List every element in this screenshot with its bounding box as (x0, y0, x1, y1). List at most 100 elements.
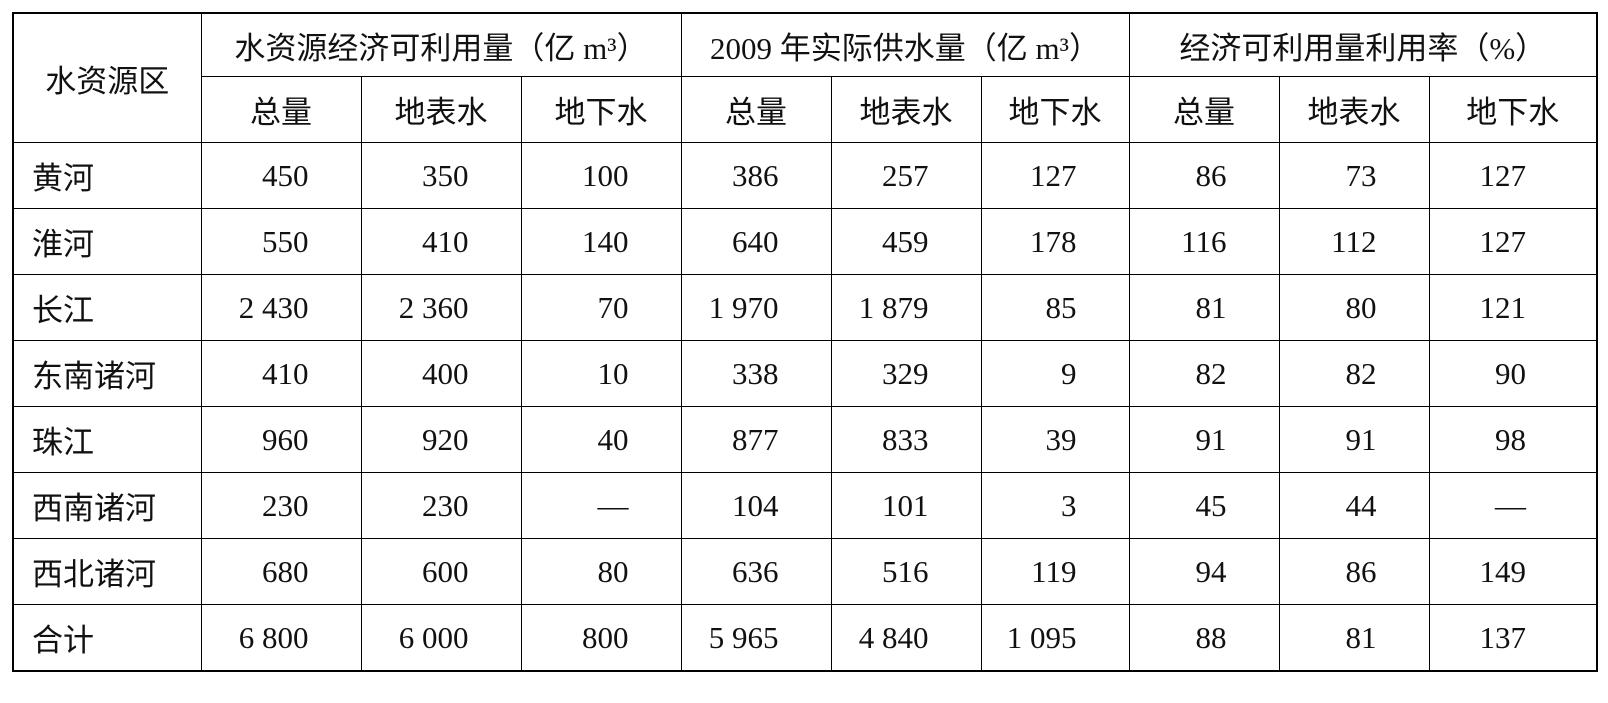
value-cell: 877 (680, 406, 832, 473)
value-cell: 5 965 (680, 604, 832, 672)
value-cell: 636 (680, 538, 832, 605)
value-cell: 450 (200, 142, 362, 209)
value-cell: 2 360 (360, 274, 522, 341)
table-row: 淮河 550 410 140 640 459 178 116 112 127 (12, 208, 1598, 275)
value-cell: 338 (680, 340, 832, 407)
value-cell: 600 (360, 538, 522, 605)
sub-header: 地表水 (1278, 76, 1430, 143)
value-cell: — (1428, 472, 1598, 539)
group-header: 水资源经济可利用量（亿 m³） (200, 12, 682, 77)
table-row: 珠江 960 920 40 877 833 39 91 91 98 (12, 406, 1598, 473)
region-name: 东南诸河 (12, 340, 202, 407)
corner-header: 水资源区 (12, 12, 202, 143)
value-cell: 386 (680, 142, 832, 209)
data-table: 水资源区 水资源经济可利用量（亿 m³） 2009 年实际供水量（亿 m³） 经济可利… (12, 12, 1598, 672)
value-cell: 350 (360, 142, 522, 209)
value-cell: 44 (1278, 472, 1430, 539)
value-cell: 80 (1278, 274, 1430, 341)
value-cell: 137 (1428, 604, 1598, 672)
value-cell: 80 (520, 538, 682, 605)
value-cell: 230 (360, 472, 522, 539)
value-cell: 100 (520, 142, 682, 209)
sub-header: 地下水 (980, 76, 1130, 143)
value-cell: 329 (830, 340, 982, 407)
value-cell: 1 879 (830, 274, 982, 341)
value-cell: 680 (200, 538, 362, 605)
value-cell: 121 (1428, 274, 1598, 341)
sub-header: 地表水 (830, 76, 982, 143)
region-name: 西南诸河 (12, 472, 202, 539)
sub-header: 地下水 (520, 76, 682, 143)
region-name: 长江 (12, 274, 202, 341)
sub-header: 总量 (200, 76, 362, 143)
value-cell: 119 (980, 538, 1130, 605)
value-cell: 140 (520, 208, 682, 275)
sub-header: 总量 (1128, 76, 1280, 143)
group-header: 2009 年实际供水量（亿 m³） (680, 12, 1130, 77)
table-row: 西北诸河 680 600 80 636 516 119 94 86 149 (12, 538, 1598, 605)
value-cell: 39 (980, 406, 1130, 473)
value-cell: 91 (1128, 406, 1280, 473)
value-cell: 70 (520, 274, 682, 341)
value-cell: 127 (1428, 142, 1598, 209)
region-name: 淮河 (12, 208, 202, 275)
value-cell: 410 (200, 340, 362, 407)
table-row: 总量 地表水 地下水 总量 地表水 地下水 总量 地表水 地下水 (13, 76, 1598, 143)
sub-header: 地表水 (360, 76, 522, 143)
value-cell: 400 (360, 340, 522, 407)
table-row: 东南诸河 410 400 10 338 329 9 82 82 90 (12, 340, 1598, 407)
value-cell: 82 (1128, 340, 1280, 407)
table-row: 水资源区 水资源经济可利用量（亿 m³） 2009 年实际供水量（亿 m³） 经济可利… (12, 12, 1598, 143)
value-cell: 2 430 (200, 274, 362, 341)
table-row: 长江 2 430 2 360 70 1 970 1 879 85 81 80 121 (12, 274, 1598, 341)
value-cell: 10 (520, 340, 682, 407)
value-cell: 94 (1128, 538, 1280, 605)
value-cell: 90 (1428, 340, 1598, 407)
value-cell: 91 (1278, 406, 1430, 473)
value-cell: 257 (830, 142, 982, 209)
value-cell: 81 (1128, 274, 1280, 341)
region-name: 珠江 (12, 406, 202, 473)
value-cell: 104 (680, 472, 832, 539)
value-cell: 149 (1428, 538, 1598, 605)
value-cell: 98 (1428, 406, 1598, 473)
table-row: 黄河 450 350 100 386 257 127 86 73 127 (12, 142, 1598, 209)
value-cell: 40 (520, 406, 682, 473)
value-cell: 833 (830, 406, 982, 473)
value-cell: 4 840 (830, 604, 982, 672)
value-cell: 640 (680, 208, 832, 275)
value-cell: 230 (200, 472, 362, 539)
table-row: 合计 6 800 6 000 800 5 965 4 840 1 095 88 81 137 (12, 604, 1598, 672)
group-header: 经济可利用量利用率（%） (1128, 12, 1598, 77)
value-cell: 1 970 (680, 274, 832, 341)
value-cell: 101 (830, 472, 982, 539)
value-cell: 9 (980, 340, 1130, 407)
value-cell: 6 800 (200, 604, 362, 672)
value-cell: 960 (200, 406, 362, 473)
value-cell: 86 (1278, 538, 1430, 605)
value-cell: 410 (360, 208, 522, 275)
value-cell: 6 000 (360, 604, 522, 672)
value-cell: — (520, 472, 682, 539)
value-cell: 73 (1278, 142, 1430, 209)
value-cell: 45 (1128, 472, 1280, 539)
sub-header: 总量 (680, 76, 832, 143)
value-cell: 516 (830, 538, 982, 605)
value-cell: 112 (1278, 208, 1430, 275)
value-cell: 116 (1128, 208, 1280, 275)
value-cell: 82 (1278, 340, 1430, 407)
value-cell: 550 (200, 208, 362, 275)
region-name: 西北诸河 (12, 538, 202, 605)
value-cell: 81 (1278, 604, 1430, 672)
value-cell: 920 (360, 406, 522, 473)
region-name: 合计 (12, 604, 202, 672)
value-cell: 85 (980, 274, 1130, 341)
sub-header: 地下水 (1428, 76, 1598, 143)
value-cell: 1 095 (980, 604, 1130, 672)
value-cell: 88 (1128, 604, 1280, 672)
region-name: 黄河 (12, 142, 202, 209)
value-cell: 3 (980, 472, 1130, 539)
value-cell: 127 (1428, 208, 1598, 275)
table-row: 西南诸河 230 230—104 101 3 45 44— (12, 472, 1598, 539)
